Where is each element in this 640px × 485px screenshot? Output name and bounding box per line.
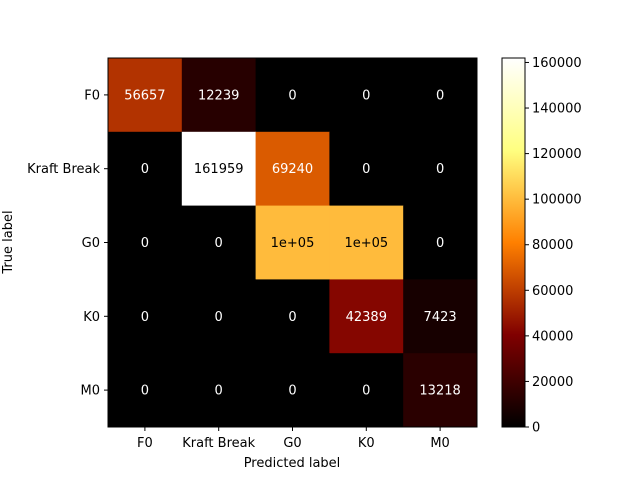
cell-value-label: 0 (215, 384, 223, 399)
colorbar-tick-label: 0 (532, 421, 540, 436)
heatmap-cell (108, 131, 183, 207)
cell-value-label: 1e+05 (344, 236, 388, 251)
cell-value-label: 0 (288, 310, 296, 325)
colorbar-tick-label: 20000 (532, 375, 573, 390)
heatmap-cell (255, 205, 330, 280)
colorbar-tick-label: 60000 (532, 284, 573, 299)
colorbar-tick-label: 120000 (532, 147, 582, 162)
colorbar-tick-label: 140000 (532, 102, 582, 117)
x-axis: F0 Kraft Break G0 K0 M0 (137, 427, 450, 451)
y-tick-label: F0 (84, 88, 100, 103)
x-tick-label: M0 (430, 436, 450, 451)
y-axis: F0 Kraft Break G0 K0 M0 (27, 88, 108, 399)
colorbar-tick-label: 40000 (532, 329, 573, 344)
heatmap-cell (181, 353, 257, 428)
heatmap-cell (403, 58, 478, 133)
y-tick-label: M0 (81, 384, 101, 399)
cell-value-label: 0 (288, 88, 296, 103)
heatmap-cell (181, 279, 257, 354)
heatmap-cell (403, 279, 478, 354)
colorbar-gradient (502, 58, 525, 427)
colorbar-tick-label: 160000 (532, 56, 582, 71)
heatmap-cell (108, 353, 183, 428)
heatmap-cell (329, 205, 404, 280)
heatmap-cell (181, 131, 257, 207)
cell-value-label: 0 (362, 88, 370, 103)
y-tick-label: K0 (83, 310, 100, 325)
heatmap-cell (108, 58, 183, 133)
colorbar-tick-label: 100000 (532, 193, 582, 208)
x-axis-label: Predicted label (244, 456, 341, 471)
cell-value-label: 0 (362, 162, 370, 177)
x-tick-label: F0 (137, 436, 153, 451)
heatmap-cell (329, 279, 404, 354)
cell-value-label: 12239 (198, 88, 239, 103)
cell-value-label: 161959 (194, 162, 244, 177)
heatmap-cell (403, 353, 478, 428)
cell-value-label: 1e+05 (271, 236, 315, 251)
heatmap-cell (255, 131, 330, 207)
cell-value-label: 42389 (346, 310, 387, 325)
cell-value-label: 7423 (424, 310, 457, 325)
heatmap-cell (255, 353, 330, 428)
heatmap-cell (108, 205, 183, 280)
heatmap-cell (329, 131, 404, 207)
x-tick-label: Kraft Break (182, 436, 255, 451)
heatmap-cell (329, 353, 404, 428)
y-axis-label: True label (1, 210, 16, 274)
heatmap-cell (181, 58, 257, 133)
colorbar-frame (501, 57, 526, 428)
cell-value-label: 0 (288, 384, 296, 399)
cell-value-label: 0 (362, 384, 370, 399)
x-tick-label: K0 (358, 436, 375, 451)
cell-value-label: 13218 (419, 384, 460, 399)
cell-value-label: 69240 (272, 162, 313, 177)
cell-value-label: 0 (215, 236, 223, 251)
cell-value-label: 0 (141, 384, 149, 399)
heatmap-cell (403, 131, 478, 207)
heatmap-cells: 56657 12239 0 0 0 0 161959 69240 0 0 0 0 1e+05 1e+05 0… (108, 58, 478, 428)
cell-value-label: 0 (141, 162, 149, 177)
y-tick-label: Kraft Break (27, 162, 100, 177)
cell-value-label: 0 (141, 310, 149, 325)
heatmap-cell (329, 58, 404, 133)
heatmap-cell (108, 279, 183, 354)
heatmap-cell (255, 58, 330, 133)
cell-value-label: 56657 (124, 88, 165, 103)
cell-value-label: 0 (215, 310, 223, 325)
cell-value-label: 0 (436, 88, 444, 103)
colorbar-ticks: 0 20000 40000 60000 80000 100000 120000 140000 1… (525, 56, 582, 436)
colorbar: 0 20000 40000 60000 80000 100000 120000 140000 1… (501, 56, 582, 436)
cell-value-label: 0 (141, 236, 149, 251)
heatmap-cell (255, 279, 330, 354)
x-tick-label: G0 (283, 436, 301, 451)
heatmap-cell (403, 205, 478, 280)
cell-value-label: 0 (436, 236, 444, 251)
colorbar-tick-label: 80000 (532, 238, 573, 253)
cell-value-label: 0 (436, 162, 444, 177)
heatmap-cell (181, 205, 257, 280)
y-tick-label: G0 (82, 236, 100, 251)
